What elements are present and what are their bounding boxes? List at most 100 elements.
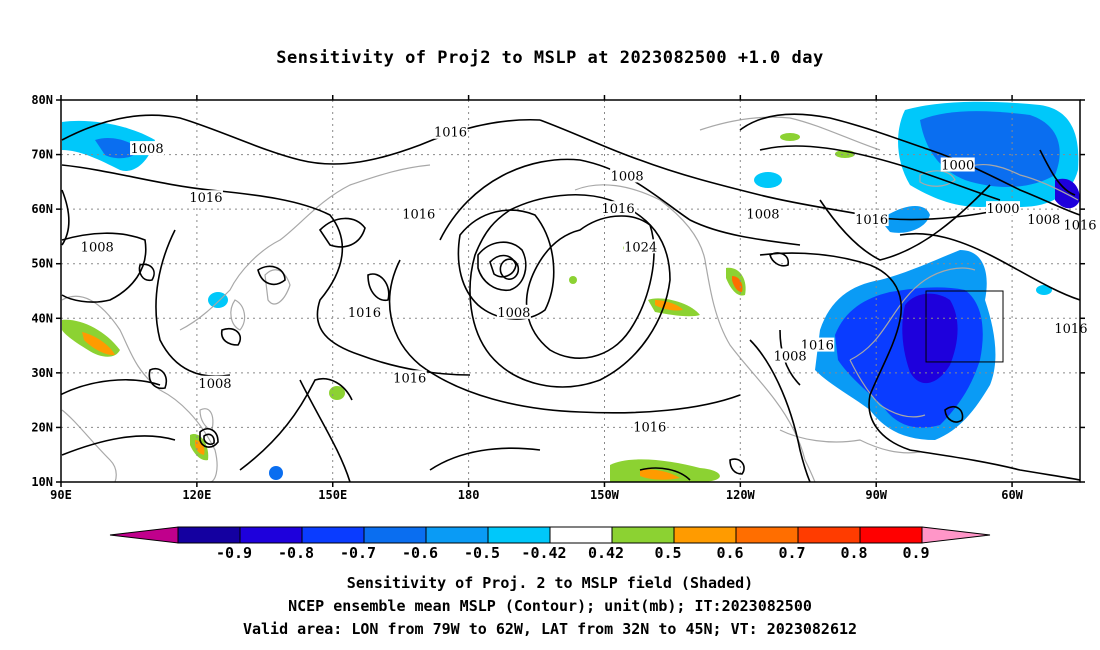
- colorbar-box: [363, 526, 427, 544]
- contour-label-bg: [610, 168, 645, 183]
- shade-positive-orange: [655, 300, 683, 311]
- coastlines: [61, 116, 1079, 482]
- lat-tick-label: 20N: [31, 420, 53, 434]
- contour-label-bg: [401, 206, 436, 221]
- contour-label-bg: [773, 348, 808, 363]
- contour-label-bg: [940, 157, 975, 172]
- shade-positive-orange: [82, 332, 115, 356]
- contour-label-bg: [854, 212, 889, 227]
- shade-positive-green: [610, 459, 720, 482]
- lat-tick-label: 40N: [31, 311, 53, 325]
- contour-label: 1008: [1027, 213, 1060, 228]
- lon-tick-label: 120E: [182, 488, 211, 502]
- contour-label: 1024: [624, 240, 657, 255]
- contour-label: 1016: [801, 339, 834, 354]
- graticule: [61, 100, 1080, 482]
- contour-label: 1016: [633, 420, 666, 435]
- plot-border: [60, 99, 1081, 483]
- lon-tick-label: 180: [458, 488, 480, 502]
- contour-label: 1016: [189, 191, 222, 206]
- lon-tick-label: 120W: [726, 488, 756, 502]
- colorbar-label: 0.42: [588, 544, 624, 562]
- contour-label-bg: [745, 206, 780, 221]
- lat-tick-label: 70N: [31, 148, 53, 162]
- lon-tick-label: 150W: [590, 488, 620, 502]
- colorbar-box: [859, 526, 923, 544]
- contour-label: 1016: [348, 306, 381, 321]
- colorbar-under-arrow: [109, 526, 179, 544]
- colorbar-over-arrow: [921, 526, 991, 544]
- shade-spot: [569, 276, 577, 284]
- colorbar-label: -0.6: [402, 544, 438, 562]
- colorbar-box: [673, 526, 737, 544]
- lon-tick-label: 60W: [1001, 488, 1023, 502]
- contour-label-bg: [986, 201, 1021, 216]
- contour-label-bg: [433, 124, 468, 139]
- contour-label-bg: [601, 201, 636, 216]
- colorbar-label: 0.6: [716, 544, 743, 562]
- contour-label-bg: [632, 419, 667, 434]
- lat-tick-label: 10N: [31, 475, 53, 489]
- colorbar-label: 0.8: [840, 544, 867, 562]
- contour-label-bg: [347, 304, 382, 319]
- contour-label-bg: [623, 239, 658, 254]
- colorbar-box: [177, 526, 241, 544]
- caption-shaded: Sensitivity of Proj. 2 to MSLP field (Sh…: [346, 574, 754, 592]
- colorbar-box: [549, 526, 613, 544]
- colorbar-label: 0.9: [902, 544, 929, 562]
- colorbar-box: [425, 526, 489, 544]
- lat-tick-label: 30N: [31, 366, 53, 380]
- colorbar-label: -0.9: [216, 544, 252, 562]
- contour-label: 1008: [198, 377, 231, 392]
- shade-spot: [329, 386, 345, 400]
- contour-label: 1016: [402, 208, 435, 223]
- shade-spot: [269, 466, 283, 480]
- contour-label-bg: [188, 190, 223, 205]
- contour-label-bg: [130, 141, 165, 156]
- colorbar-label: -0.8: [278, 544, 314, 562]
- colorbar-box: [797, 526, 861, 544]
- low-pressure-center: [499, 258, 520, 280]
- colorbar-label: 0.5: [654, 544, 681, 562]
- colorbar-box: [239, 526, 303, 544]
- lon-tick-label: 150E: [318, 488, 347, 502]
- contour-label-bg: [392, 370, 427, 385]
- contour-label: 1000: [941, 158, 974, 173]
- contour-label: 1008: [746, 208, 779, 223]
- shade-positive-orange: [640, 469, 680, 480]
- lon-tick-label: 90E: [50, 488, 72, 502]
- shade-arctic-nw-mid: [95, 138, 140, 159]
- contour-label-bg: [197, 375, 232, 390]
- shade-spot: [208, 292, 228, 308]
- contour-label-bg: [1026, 212, 1061, 227]
- lat-tick-label: 80N: [31, 93, 53, 107]
- contour-label: 1008: [774, 349, 807, 364]
- contour-label-bg: [496, 304, 531, 319]
- colorbar-label: -0.5: [464, 544, 500, 562]
- contour-label: 1008: [81, 240, 114, 255]
- colorbar-box: [487, 526, 551, 544]
- shade-spot: [780, 133, 800, 141]
- colorbar-box: [735, 526, 799, 544]
- caption-contour: NCEP ensemble mean MSLP (Contour); unit(…: [288, 597, 812, 615]
- contour-label: 1008: [497, 306, 530, 321]
- lat-tick-label: 60N: [31, 202, 53, 216]
- shade-spot: [754, 172, 782, 188]
- colorbar-label: -0.42: [521, 544, 566, 562]
- contour-label: 1000: [986, 202, 1019, 217]
- shade-spot: [1036, 285, 1052, 295]
- colorbar-box: [301, 526, 365, 544]
- contour-label: 1008: [131, 142, 164, 157]
- contour-label-bg: [80, 239, 115, 254]
- mslp-contours: [61, 113, 1080, 482]
- colorbar-box: [611, 526, 675, 544]
- lat-tick-label: 50N: [31, 257, 53, 271]
- colorbar-label: -0.7: [340, 544, 376, 562]
- colorbar: -0.9 -0.8 -0.7 -0.6 -0.5 -0.42 0.42 0.5 0.6 0.7 0.…: [109, 526, 991, 562]
- contour-label: 1016: [434, 126, 467, 141]
- contour-label: 1016: [1054, 322, 1087, 337]
- longitude-axis: 90E 120E 150E 180 150W 120W 90W 60W: [50, 95, 1024, 502]
- map-title: Sensitivity of Proj2 to MSLP at 20230825…: [276, 48, 824, 68]
- caption-valid-area: Valid area: LON from 79W to 62W, LAT fro…: [242, 620, 858, 638]
